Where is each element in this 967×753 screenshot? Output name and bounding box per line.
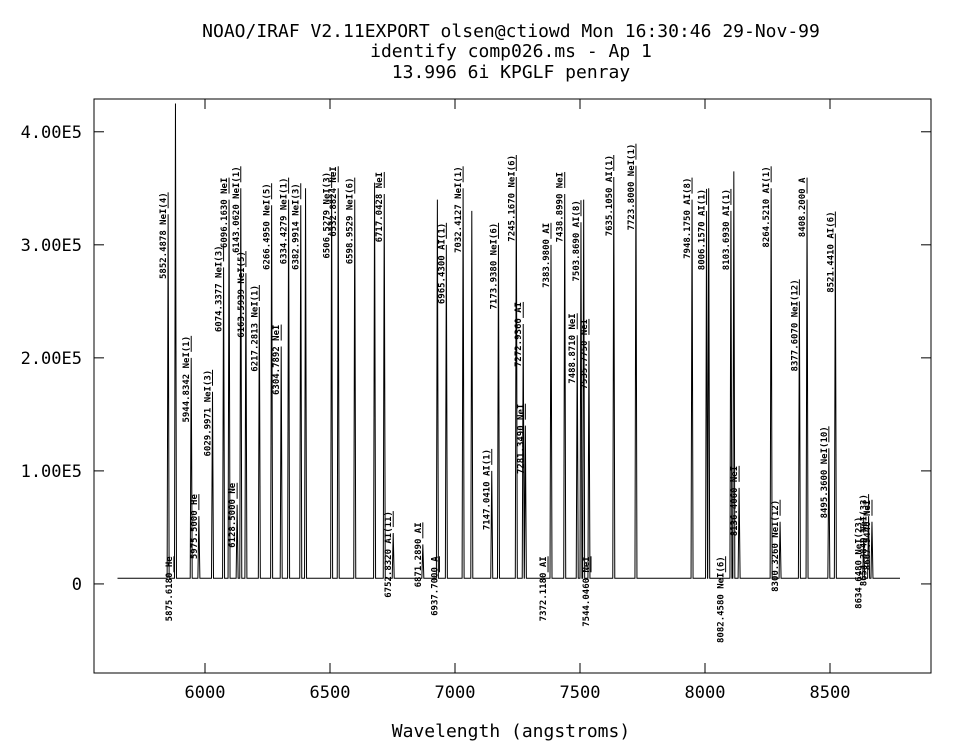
line-label: 6382.9914 NeI(3) [292,183,302,270]
y-tick-label: 4.00E5 [21,123,82,143]
line-label: 6752.8320 AI(11) [384,511,394,598]
line-label: 7383.9800 AI [542,223,552,288]
line-label: 8300.3260 NeI(12) [771,500,781,592]
line-label: 7723.8000 NeI(1) [627,144,637,231]
line-label: 6128.5000 Ne [228,482,238,548]
line-label: 6143.0620 NeI(1) [232,166,242,253]
line-label: 8377.6070 NeI(12) [790,279,800,371]
line-label: 8103.6930 AI(1) [722,189,732,270]
line-label: 7488.8710 NeI [568,313,578,383]
line-label: 8654.3840 NeI(33) [860,494,870,586]
line-label: 7535.7750 NeI [580,319,590,389]
line-label: 8495.3600 NeI(10) [820,426,830,518]
line-label: 6266.4950 NeI(5) [263,183,273,270]
line-label: 6965.4300 AI(1) [437,223,447,304]
x-tick-label: 7000 [435,683,476,703]
line-label: 7281.3490 NeI [516,404,526,474]
line-label: 8521.4410 AI(6) [826,212,836,293]
line-label: 7948.1750 AI(8) [683,178,693,259]
line-label: 6096.1630 NeI [220,178,230,248]
x-tick-label: 6500 [310,683,351,703]
line-label: 6304.7892 NeI [272,325,282,395]
line-label: 5944.8342 NeI(1) [182,336,192,423]
line-label: 5852.4878 NeI(4) [159,192,169,279]
line-label: 8667.9440 NeI [863,500,873,570]
line-label: 7503.8690 AI(8) [572,200,582,281]
line-label: 6532.8824 NeI [329,166,339,236]
line-label: 8264.5210 AI(1) [762,166,772,247]
x-tick-label: 8000 [685,683,726,703]
line-label: 6937.7000 A [430,556,440,616]
line-label: 6871.2890 AI [414,522,424,587]
line-label: 6217.2813 NeI(1) [250,285,260,372]
line-label: 6163.5939 NeI(5) [237,251,247,338]
line-label: 8136.4060 NeI [730,466,740,536]
line-label: 6334.4279 NeI(1) [280,178,290,265]
y-tick-label: 0 [72,575,82,595]
line-label: 7173.9380 NeI(6) [489,223,499,310]
line-label: 6598.9529 NeI(6) [346,178,356,265]
line-label: 6717.0428 NeI [375,172,385,242]
spectrum-line [117,103,900,579]
line-label: 8082.4580 NeI(6) [717,556,727,643]
x-tick-label: 7500 [560,683,601,703]
plot-frame [93,98,932,674]
x-axis-label: Wavelength (angstroms) [392,721,630,742]
line-label: 7635.1050 AI(1) [605,155,615,236]
y-tick-label: 1.00E5 [21,462,82,482]
x-tick-label: 8500 [810,683,851,703]
chart-subtitle: identify comp026.ms - Ap 1 [370,41,652,62]
line-label: 7245.1670 NeI(6) [507,155,517,242]
line-label: 5975.5000 He [190,494,200,560]
line-label: 5875.6180 He [165,556,175,622]
line-label: 7147.0410 AI(1) [483,449,493,530]
line-label: 7032.4127 NeI(1) [454,166,464,253]
line-label: 6029.9971 NeI(3) [203,370,213,457]
y-tick-label: 2.00E5 [21,349,82,369]
line-label: 6074.3377 NeI(3) [215,245,225,332]
chart-title: NOAO/IRAF V2.11EXPORT olsen@ctiowd Mon 1… [202,21,820,42]
line-label: 8408.2000 A [798,177,808,237]
line-label: 8006.1570 AI(1) [698,189,708,270]
y-tick-label: 3.00E5 [21,236,82,256]
line-label: 7544.0460 NeI [582,556,592,626]
line-label: 7438.8990 NeI [556,172,566,242]
x-tick-label: 6000 [185,683,226,703]
chart-subtitle: 13.996 6i KPGLF penray [392,62,631,83]
line-label: 8634.6480 NeI(23) [855,517,865,609]
line-label: 6506.5279 NeI(3) [323,172,333,259]
line-label: 7272.9360 AI [514,302,524,367]
line-label: 7372.1180 AI [539,556,549,621]
